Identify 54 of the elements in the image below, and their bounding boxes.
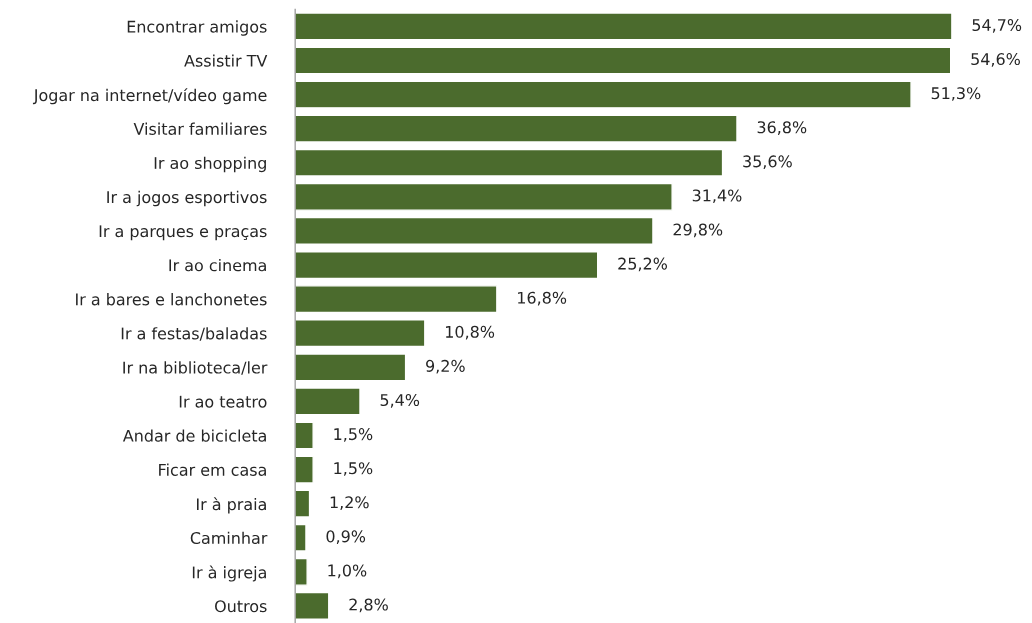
y-tick-label: Ir à igreja	[192, 565, 266, 582]
y-tick-label: Ir a parques e praças	[99, 225, 267, 241]
bar	[295, 523, 307, 552]
data-label: 36,8%	[757, 121, 807, 135]
y-tick-label: Ir a festas/baladas	[121, 327, 267, 341]
y-tick-label: Ir na biblioteca/ler	[123, 361, 268, 375]
data-label: 5,4%	[380, 393, 420, 408]
y-tick-label: Ir à praia	[197, 497, 266, 514]
data-label: 9,2%	[426, 359, 465, 374]
bar	[295, 319, 426, 348]
y-tick-label: Assistir TV	[184, 54, 268, 67]
y-tick-label: Ir ao shopping	[154, 156, 266, 173]
data-label: 54,7%	[972, 18, 1022, 33]
bar	[295, 455, 314, 484]
data-label: 0,9%	[326, 530, 366, 545]
bar	[295, 80, 912, 109]
bar	[295, 114, 738, 143]
bar	[295, 285, 498, 314]
bar	[295, 251, 599, 280]
data-label: 35,6%	[743, 155, 792, 170]
y-tick-label: Caminhar	[190, 531, 268, 545]
bar	[295, 489, 311, 518]
data-label: 31,4%	[692, 189, 742, 204]
y-tick-label: Andar de bicicleta	[122, 429, 266, 442]
y-tick-label: Ir a bares e lanchonetes	[76, 293, 267, 306]
y-tick-label: Visitar familiares	[133, 122, 267, 135]
y-tick-label: Outros	[215, 600, 267, 613]
data-label: 29,8%	[673, 223, 723, 238]
data-label: 1,5%	[334, 462, 373, 476]
bar	[295, 46, 952, 75]
bar	[295, 591, 330, 620]
data-label: 16,8%	[518, 291, 567, 306]
bar	[295, 216, 654, 245]
bar	[295, 12, 953, 41]
y-tick-label: Ir ao cinema	[169, 258, 266, 272]
data-label: 54,6%	[971, 53, 1020, 67]
y-tick-label: Ir ao teatro	[179, 395, 267, 408]
bar	[295, 557, 308, 586]
bar	[295, 387, 361, 416]
y-tick-label: Jogar na internet/vídeo game	[32, 88, 267, 105]
data-label: 2,8%	[349, 598, 388, 613]
data-label: 1,2%	[330, 496, 369, 510]
y-tick-label: Ficar em casa	[159, 463, 266, 476]
y-tick-label: Ir a jogos esportivos	[107, 190, 267, 207]
data-label: 1,5%	[334, 428, 373, 442]
data-label: 1,0%	[328, 564, 367, 579]
data-label: 10,8%	[446, 325, 495, 340]
bar	[295, 353, 407, 382]
bar	[295, 148, 724, 177]
y-tick-label: Encontrar amigos	[127, 20, 267, 36]
data-label: 51,3%	[931, 87, 981, 101]
data-label: 25,2%	[618, 257, 668, 272]
bar	[295, 421, 314, 450]
bar	[295, 182, 673, 211]
